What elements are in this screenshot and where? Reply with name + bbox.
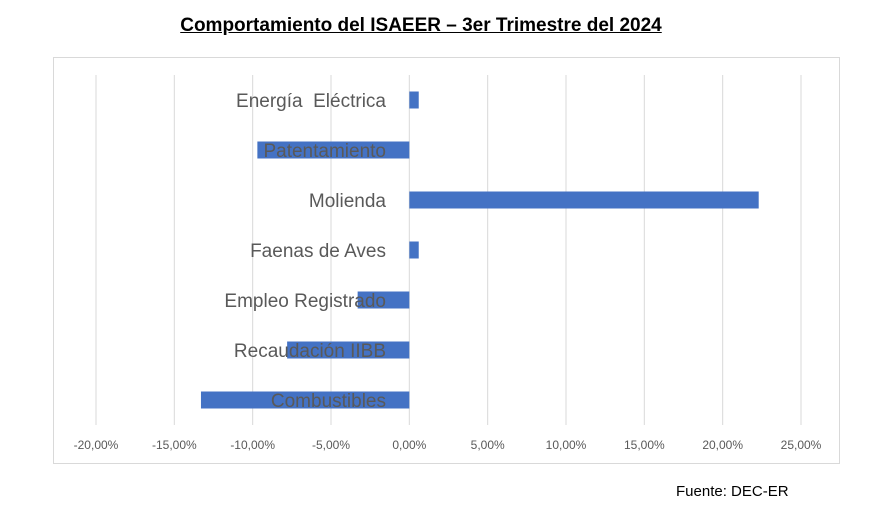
- category-label: Patentamiento: [263, 141, 386, 162]
- x-tick-label: -5,00%: [312, 438, 350, 452]
- chart-frame: [53, 57, 840, 464]
- category-label: Molienda: [309, 191, 387, 212]
- category-label: Energía Eléctrica: [236, 91, 386, 112]
- bar: [409, 191, 759, 209]
- category-label: Faenas de Aves: [250, 241, 386, 262]
- source-note: Fuente: DEC-ER: [676, 483, 789, 500]
- bar: [257, 141, 410, 159]
- x-tick-label: -15,00%: [152, 438, 197, 452]
- bar: [287, 341, 410, 359]
- category-label: Recaudación IIBB: [234, 341, 386, 362]
- bar: [357, 291, 410, 309]
- x-tick-label: -10,00%: [230, 438, 275, 452]
- x-tick-label: 5,00%: [471, 438, 505, 452]
- x-tick-label: 25,00%: [781, 438, 822, 452]
- bar: [200, 391, 410, 409]
- category-label: Empleo Registrado: [224, 291, 386, 312]
- x-tick-label: 0,00%: [392, 438, 426, 452]
- x-tick-label: 20,00%: [702, 438, 743, 452]
- chart-title: Comportamiento del ISAEER – 3er Trimestr…: [180, 15, 662, 36]
- x-tick-label: 15,00%: [624, 438, 665, 452]
- x-tick-label: 10,00%: [546, 438, 587, 452]
- category-label: Combustibles: [271, 391, 386, 412]
- bar: [409, 91, 419, 109]
- bar: [409, 241, 419, 259]
- x-tick-label: -20,00%: [74, 438, 119, 452]
